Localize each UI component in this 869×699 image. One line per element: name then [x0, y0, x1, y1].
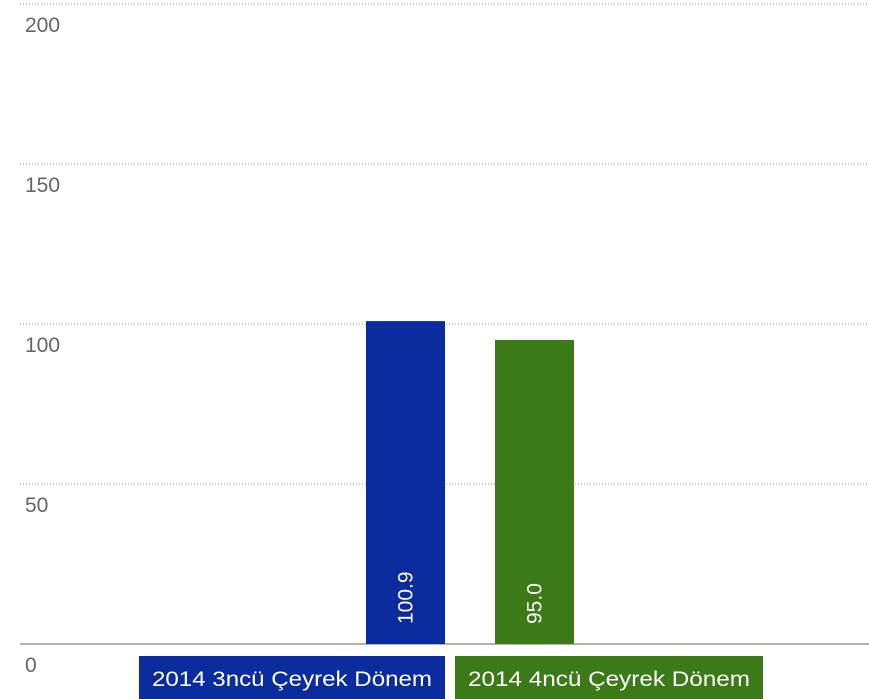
- y-tick-label: 150: [25, 174, 60, 197]
- y-tick-label: 0: [25, 654, 37, 677]
- bar: [366, 321, 445, 644]
- legend-label: 2014 3ncü Çeyrek Dönem: [152, 668, 432, 691]
- legend-swatch: [455, 656, 763, 699]
- bar: [495, 340, 574, 644]
- value-label: 95.0: [524, 583, 547, 624]
- y-tick-label: 100: [25, 334, 60, 357]
- legend-swatch: [139, 656, 445, 699]
- legend-label: 2014 4ncü Çeyrek Dönem: [468, 668, 750, 691]
- y-tick-label: 200: [25, 14, 60, 37]
- value-label: 100.9: [395, 571, 418, 624]
- y-tick-label: 50: [25, 494, 48, 517]
